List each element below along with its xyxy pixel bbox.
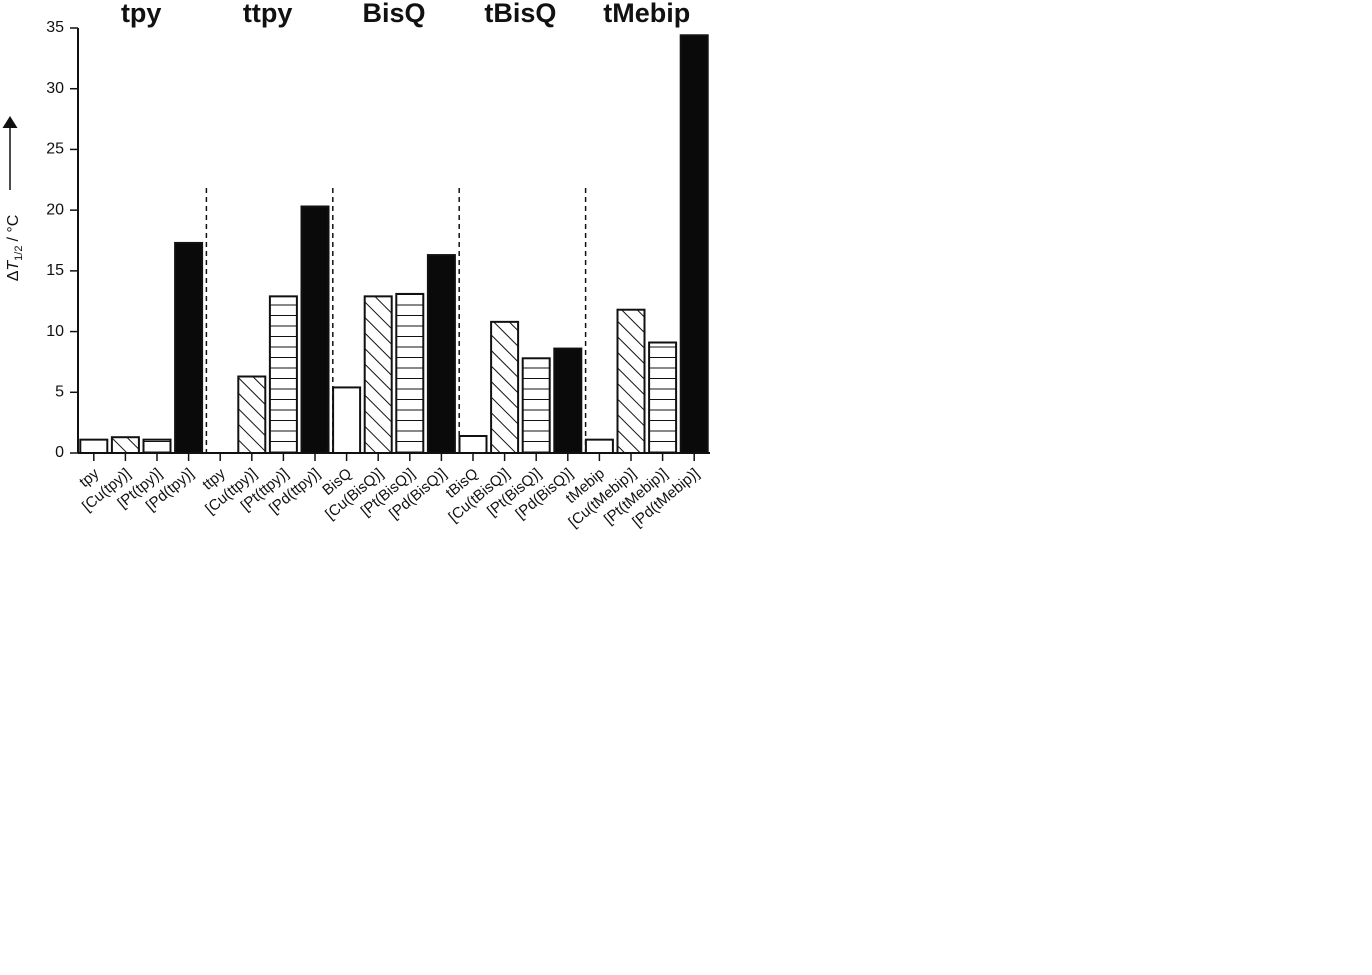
y-tick-label: 0 xyxy=(55,444,64,461)
group-label: tBisQ xyxy=(484,0,556,28)
bar xyxy=(110,436,140,455)
bar xyxy=(648,341,678,454)
bar xyxy=(142,438,172,454)
bar xyxy=(174,241,204,454)
y-tick-label: 5 xyxy=(55,384,64,401)
group-label: tpy xyxy=(121,0,162,28)
y-tick-label: 15 xyxy=(46,262,64,279)
bar xyxy=(363,295,393,454)
y-tick-label: 20 xyxy=(46,201,64,218)
y-label-subscript: 1/2 xyxy=(13,246,25,261)
y-tick-label: 25 xyxy=(46,141,64,158)
y-label-unit: / °C xyxy=(5,215,22,242)
bar xyxy=(584,438,614,454)
y-tick-label: 30 xyxy=(46,80,64,97)
y-axis-label: ΔT1/2 / °C xyxy=(5,215,25,282)
bar xyxy=(300,205,330,454)
bar xyxy=(553,347,583,455)
group-label: tMebip xyxy=(603,0,690,28)
bar xyxy=(395,292,425,454)
group-label: ttpy xyxy=(243,0,293,28)
y-axis-label-text: ΔT1/2 / °C xyxy=(5,215,25,282)
bar xyxy=(679,34,709,455)
y-label-symbol: T xyxy=(5,260,22,271)
bar xyxy=(79,438,109,454)
bar xyxy=(426,254,456,454)
bar xyxy=(616,308,646,455)
bar xyxy=(521,357,551,454)
bar xyxy=(268,295,298,454)
y-label-delta: Δ xyxy=(5,270,22,281)
bar xyxy=(237,375,267,454)
group-label: BisQ xyxy=(362,0,425,28)
y-tick-label: 10 xyxy=(46,323,64,340)
bar xyxy=(332,386,362,454)
bar xyxy=(490,320,520,454)
y-tick-label: 35 xyxy=(46,19,64,36)
bar xyxy=(458,435,488,454)
